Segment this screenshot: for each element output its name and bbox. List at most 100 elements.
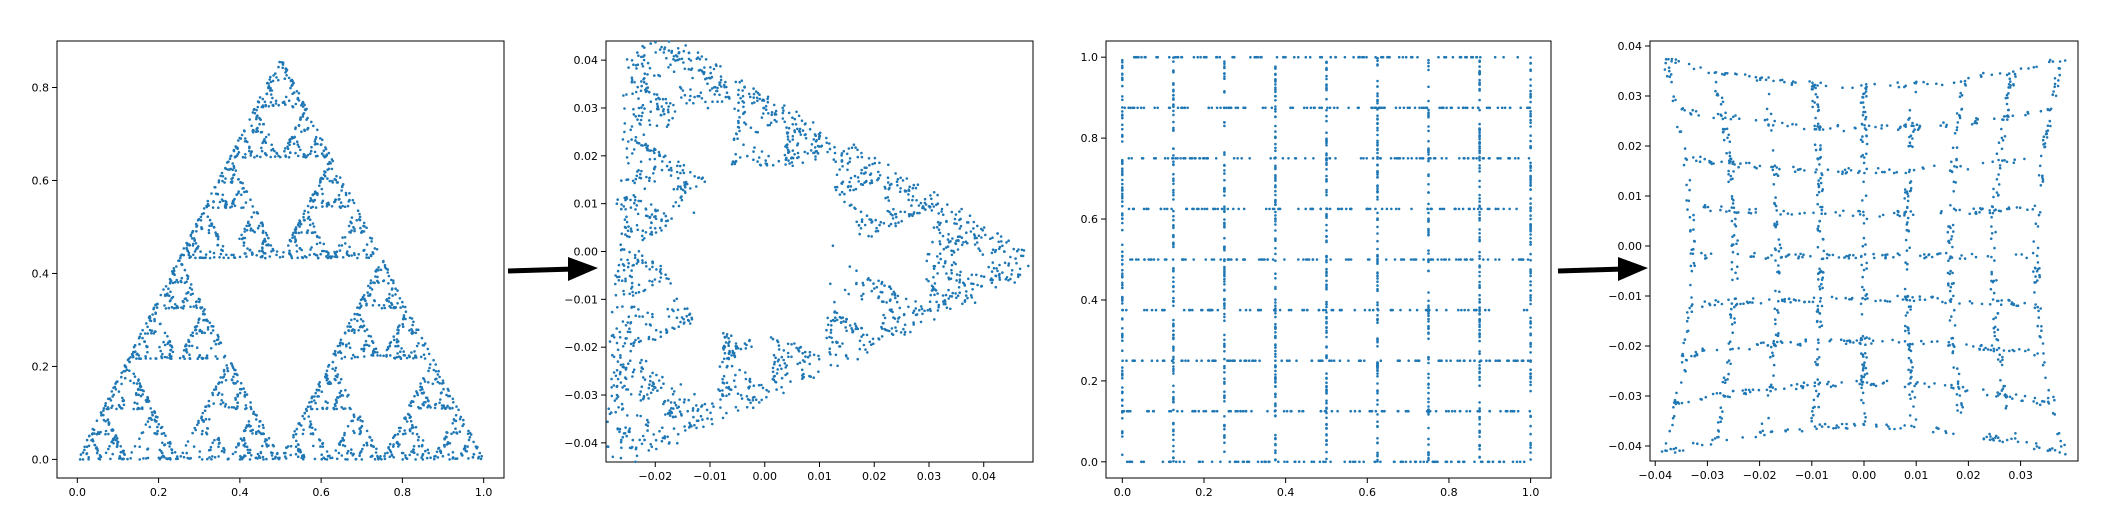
data-point xyxy=(773,119,776,122)
data-point xyxy=(304,109,307,112)
data-point xyxy=(339,381,342,384)
data-point xyxy=(186,248,189,251)
data-point xyxy=(1349,410,1352,413)
data-point xyxy=(846,153,849,156)
data-point xyxy=(947,297,950,300)
data-point xyxy=(619,336,622,339)
data-point xyxy=(869,341,872,344)
data-point xyxy=(162,288,165,291)
data-point xyxy=(1484,309,1487,312)
data-point xyxy=(387,282,390,285)
data-point xyxy=(184,298,187,301)
data-point xyxy=(174,303,177,306)
data-point xyxy=(1478,255,1481,258)
data-point xyxy=(180,263,183,266)
data-point xyxy=(673,188,676,191)
data-point xyxy=(997,241,1000,244)
data-point xyxy=(936,194,939,197)
data-point xyxy=(809,354,812,357)
data-point xyxy=(360,299,363,302)
data-point xyxy=(1372,157,1375,160)
data-point xyxy=(365,253,368,256)
data-point xyxy=(641,254,644,257)
data-point xyxy=(798,115,801,118)
data-point xyxy=(298,225,301,228)
data-point xyxy=(1459,359,1462,362)
data-point xyxy=(1472,107,1475,110)
data-point xyxy=(1172,173,1175,176)
data-point xyxy=(303,412,306,415)
data-point xyxy=(685,183,688,186)
data-point xyxy=(340,406,343,409)
data-point xyxy=(616,198,619,201)
data-point xyxy=(1274,95,1277,98)
data-point xyxy=(241,134,244,137)
data-point xyxy=(455,431,458,434)
data-point xyxy=(992,248,995,251)
data-point xyxy=(245,255,248,258)
data-point xyxy=(955,213,958,216)
data-point xyxy=(939,243,942,246)
data-point xyxy=(722,417,725,420)
data-point xyxy=(647,397,650,400)
data-point xyxy=(383,455,386,458)
data-point xyxy=(249,458,252,461)
data-point xyxy=(153,410,156,413)
data-point xyxy=(416,453,419,456)
data-point xyxy=(389,456,392,459)
data-point xyxy=(385,267,388,270)
data-point xyxy=(179,257,182,260)
data-point xyxy=(403,354,406,357)
data-point xyxy=(989,279,992,282)
data-point xyxy=(364,344,367,347)
data-point xyxy=(370,255,373,258)
data-point xyxy=(1008,262,1011,265)
data-point xyxy=(847,293,850,296)
data-point xyxy=(668,441,671,444)
data-point xyxy=(726,91,729,94)
data-point xyxy=(645,360,648,363)
data-point xyxy=(657,74,660,77)
data-point xyxy=(347,329,350,332)
data-point xyxy=(1426,461,1429,464)
data-point xyxy=(618,264,621,267)
data-point xyxy=(193,237,196,240)
data-point xyxy=(819,132,822,135)
data-point xyxy=(371,340,374,343)
data-point xyxy=(369,286,372,289)
data-point xyxy=(655,439,658,442)
data-point xyxy=(634,256,637,259)
data-point xyxy=(625,179,628,182)
data-point xyxy=(235,408,238,411)
data-point xyxy=(867,277,870,280)
data-point xyxy=(817,355,820,358)
data-point xyxy=(199,298,202,301)
data-point xyxy=(709,89,712,92)
data-point xyxy=(756,160,759,163)
data-point xyxy=(666,435,669,438)
data-point xyxy=(240,194,243,197)
data-point xyxy=(347,205,350,208)
data-point xyxy=(624,337,627,340)
data-point xyxy=(244,230,247,233)
data-point xyxy=(388,305,391,308)
y-tick-label: 0.2 xyxy=(32,360,50,373)
data-point xyxy=(346,458,349,461)
data-point xyxy=(745,344,748,347)
data-point xyxy=(775,110,778,113)
data-point xyxy=(630,230,633,233)
data-point xyxy=(630,393,633,396)
data-point xyxy=(251,251,254,254)
data-point xyxy=(312,231,315,234)
data-point xyxy=(1223,441,1226,444)
data-point xyxy=(733,352,736,355)
data-point xyxy=(177,306,180,309)
data-point xyxy=(801,352,804,355)
data-point xyxy=(221,172,224,175)
data-point xyxy=(685,315,688,318)
data-point xyxy=(960,225,963,228)
data-point xyxy=(248,424,251,427)
data-point xyxy=(758,93,761,96)
data-point xyxy=(696,420,699,423)
data-point xyxy=(1427,457,1430,460)
